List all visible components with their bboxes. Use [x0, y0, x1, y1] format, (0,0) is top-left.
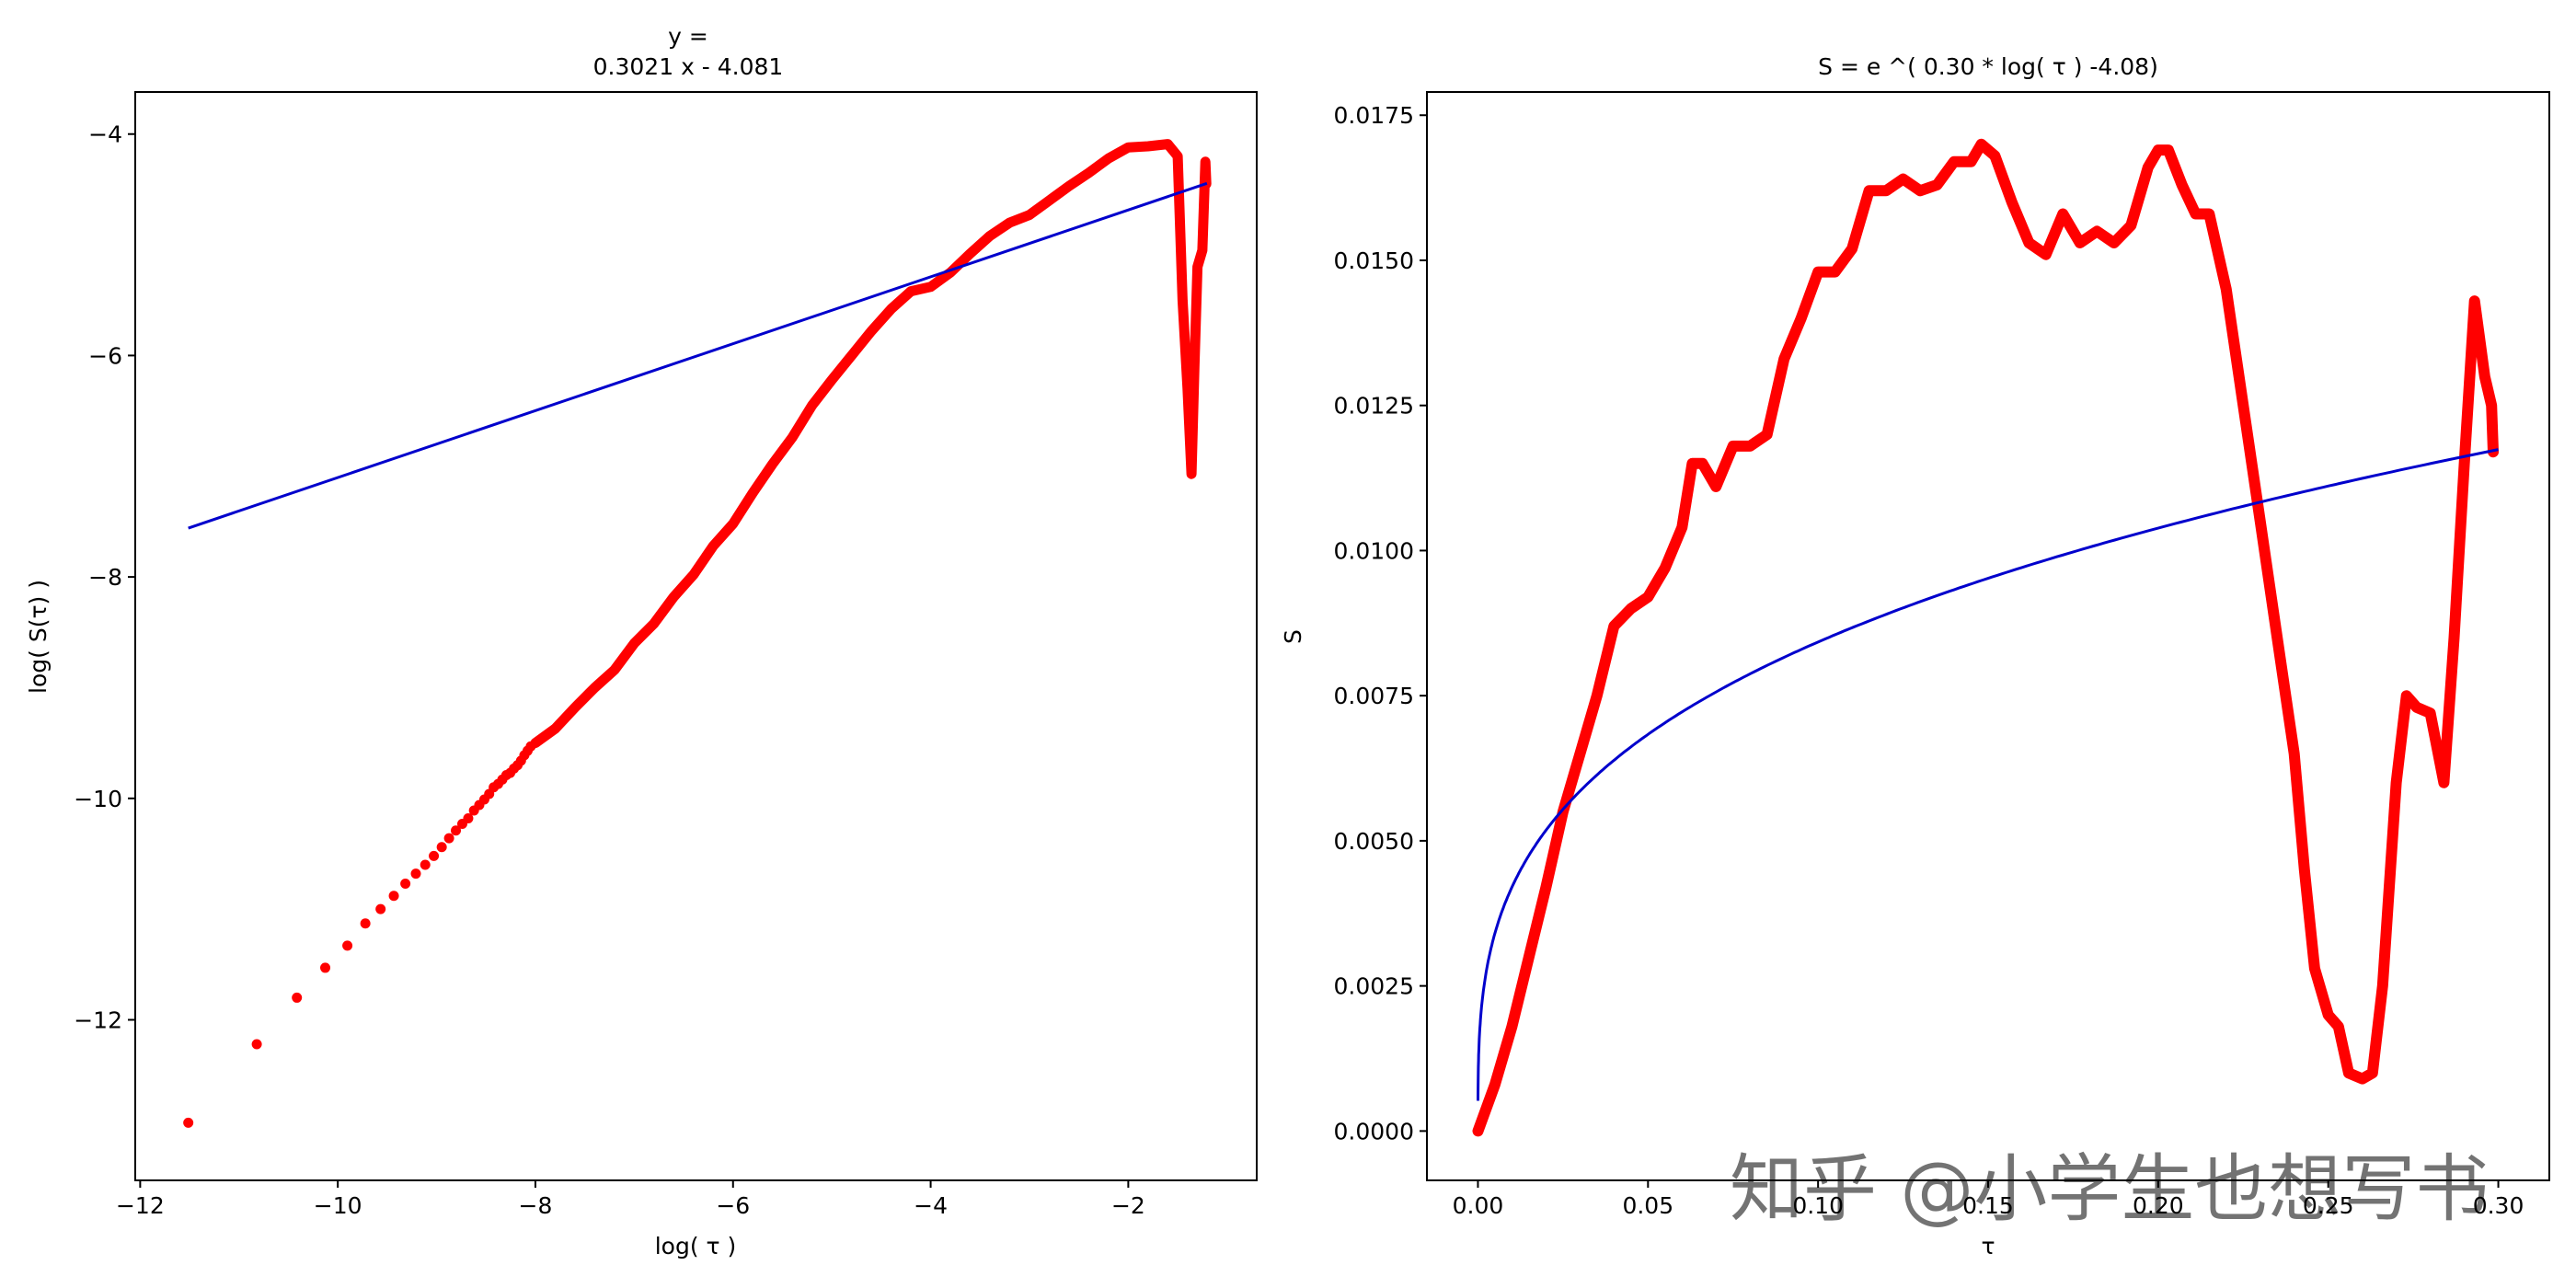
- loglog-x-ticks: −12 −10 −8 −6 −4 −2: [116, 1180, 1145, 1219]
- loglog-y-axis-label: log( S(τ) ): [25, 580, 52, 694]
- loglog-data-point: [251, 1039, 262, 1050]
- power-law-y-tick-label: 0.0025: [1334, 973, 1414, 1000]
- power-law-x-tick-label: 0.05: [1622, 1192, 1673, 1219]
- loglog-x-tick-label: −6: [716, 1192, 750, 1219]
- loglog-y-tick-label: −8: [88, 564, 122, 591]
- loglog-data-point: [375, 903, 386, 914]
- loglog-data-point: [420, 859, 431, 870]
- power-law-x-axis-label: τ: [1981, 1233, 1995, 1259]
- loglog-data-point: [429, 850, 440, 861]
- loglog-data-point: [342, 940, 353, 951]
- watermark-text: 知乎 @小学生也想写书: [1730, 1146, 2489, 1232]
- power-law-x-tick-label: 0.15: [1962, 1192, 2014, 1219]
- power-law-plot-area: [1472, 138, 2499, 1137]
- loglog-data-point: [436, 842, 447, 853]
- power-law-x-tick-label: 0.20: [2133, 1192, 2184, 1219]
- power-law-x-tick-label: 0.30: [2473, 1192, 2524, 1219]
- loglog-fit-line: [188, 181, 1208, 530]
- loglog-x-tick-label: −12: [116, 1192, 165, 1219]
- power-law-y-axis-label: S: [1280, 629, 1306, 644]
- loglog-x-tick-label: −2: [1111, 1192, 1145, 1219]
- loglog-y-tick-label: −6: [88, 342, 122, 369]
- loglog-data-point: [400, 878, 411, 889]
- loglog-y-tick-label: −10: [74, 786, 122, 812]
- power-law-data-trace: [1472, 138, 2499, 1137]
- power-law-x-ticks: 0.00 0.05 0.10 0.15 0.20 0.25 0.30: [1453, 1180, 2524, 1219]
- power-law-x-tick-label: 0.25: [2303, 1192, 2354, 1219]
- power-law-y-tick-label: 0.0125: [1334, 393, 1414, 420]
- loglog-data-point: [410, 868, 421, 880]
- loglog-x-tick-label: −4: [914, 1192, 948, 1219]
- power-law-y-tick-label: 0.0100: [1334, 537, 1414, 564]
- loglog-panel: y = 0.3021 x - 4.081 −12 −10 −8 −6 −4 −2 −12−…: [25, 23, 1258, 1259]
- loglog-data-point: [292, 992, 303, 1003]
- loglog-title-line1: y =: [668, 23, 708, 50]
- loglog-x-tick-label: −8: [519, 1192, 553, 1219]
- loglog-data-point: [525, 741, 536, 752]
- loglog-data-point: [443, 833, 454, 844]
- power-law-title: S = e ^( 0.30 * log( τ ) -4.08): [1818, 53, 2158, 80]
- power-law-y-ticks: 0.0000 0.0025 0.0050 0.0075 0.0100 0.0125 0.01…: [1334, 102, 1427, 1144]
- loglog-x-tick-label: −10: [314, 1192, 362, 1219]
- loglog-data-point: [463, 812, 474, 823]
- power-law-y-tick-label: 0.0150: [1334, 247, 1414, 274]
- loglog-data-point: [360, 918, 371, 929]
- power-law-y-tick-label: 0.0000: [1334, 1118, 1414, 1144]
- power-law-panel: S = e ^( 0.30 * log( τ ) -4.08) 0.00 0.05…: [1280, 53, 2550, 1259]
- loglog-x-axis-label: log( τ ): [655, 1233, 737, 1259]
- power-law-y-tick-label: 0.0175: [1334, 102, 1414, 129]
- loglog-y-tick-label: −4: [88, 121, 122, 148]
- power-law-x-tick-label: 0.10: [1792, 1192, 1844, 1219]
- loglog-data-point: [388, 891, 399, 902]
- power-law-fit-curve: [1477, 448, 2499, 1101]
- loglog-plot-area: [183, 139, 1212, 1128]
- power-law-y-tick-label: 0.0050: [1334, 828, 1414, 855]
- power-law-y-tick-label: 0.0075: [1334, 683, 1414, 709]
- loglog-dense-data-trace: [530, 139, 1212, 749]
- loglog-data-point: [451, 825, 462, 836]
- loglog-axes-frame: [134, 91, 1258, 1181]
- loglog-y-ticks: −12 −10 −8 −6 −4: [74, 121, 135, 1033]
- loglog-title-line2: 0.3021 x - 4.081: [593, 53, 784, 80]
- power-law-x-tick-label: 0.00: [1453, 1192, 1504, 1219]
- loglog-y-tick-label: −12: [74, 1006, 122, 1033]
- loglog-data-point: [320, 962, 331, 973]
- loglog-data-point: [183, 1117, 194, 1128]
